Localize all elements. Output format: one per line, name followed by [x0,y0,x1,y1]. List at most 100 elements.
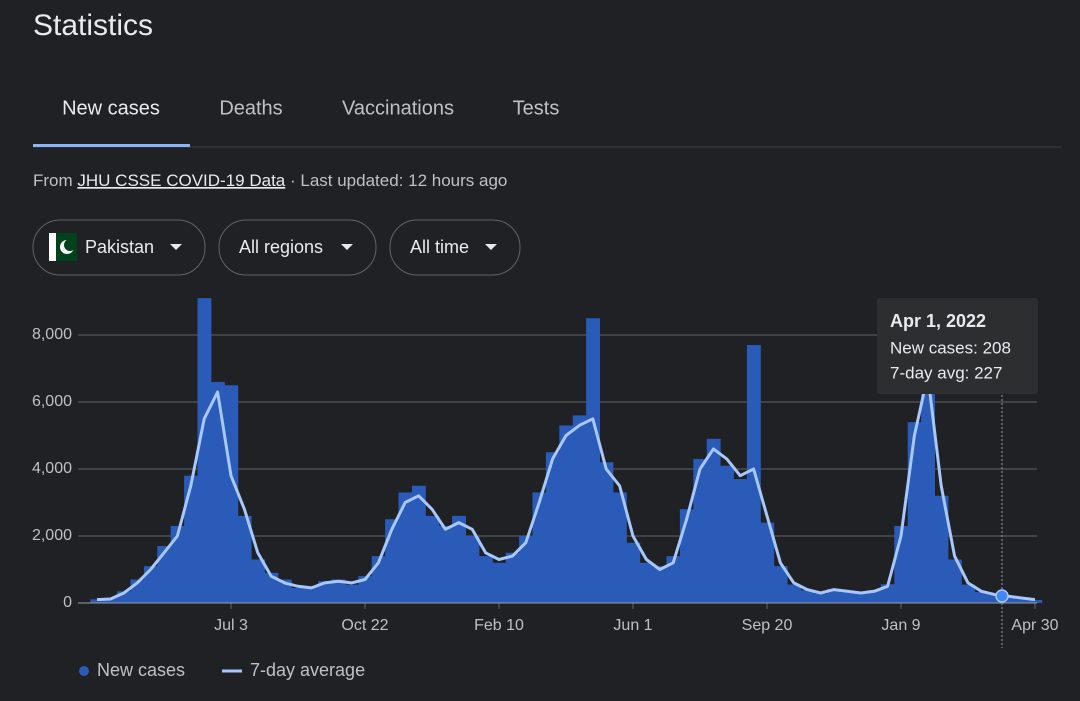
y-tick-label: 8,000 [32,326,72,343]
line [96,373,1036,602]
bar [572,415,587,603]
bar [612,492,627,603]
bar [224,385,239,603]
bar [358,576,373,603]
tab[interactable]: New cases [62,97,160,119]
bar [840,591,855,603]
bar [398,492,413,603]
bar [974,591,989,603]
bar [666,556,681,603]
filters: Pakistan All regions All time [32,219,521,276]
bar [210,381,225,603]
tab[interactable]: Deaths [219,97,282,119]
bar [827,588,842,603]
source-suffix: · Last updated: 12 hours ago [290,171,507,190]
bar [532,492,547,603]
x-tick-label: Sep 20 [742,617,793,634]
filter-label: All time [410,237,469,257]
y-tick-label: 4,000 [32,460,72,477]
bar [813,593,828,603]
legend: New cases 7-day average [79,660,365,680]
source-prefix: From [33,171,73,190]
tooltip-title: Apr 1, 2022 [890,311,986,331]
legend-swatch [79,666,89,676]
bar [760,522,775,603]
x-tick-label: Jun 1 [613,617,652,634]
tooltip-box [877,298,1038,394]
bar [1001,596,1016,603]
bar [505,552,520,603]
bar [800,590,815,603]
bar [519,536,533,603]
bar [639,562,654,603]
tooltip-line: 7-day avg: 227 [890,363,1002,382]
dropdown-arrow [485,244,497,250]
tabs: New cases Deaths Vaccinations Tests [33,97,1062,148]
legend-label: 7-day average [250,660,365,680]
bar [693,458,708,603]
y-tick-label: 6,000 [32,393,72,410]
bar [733,479,748,603]
x-tick-label: Feb 10 [474,617,524,634]
page-title: Statistics [33,9,153,42]
bar [425,515,440,603]
filter-label: Pakistan [85,237,154,257]
filter-chip[interactable] [32,219,206,276]
bar [921,368,935,603]
bar [117,591,131,603]
bar [251,559,265,603]
bar [653,566,667,603]
bar [988,594,1002,603]
bar [197,298,212,603]
bar [867,590,882,603]
bar [452,515,466,603]
chart: 0 2,000 4,000 6,000 8,000 Jul 3 Oct 22 Feb 10 Ju… [32,298,1059,634]
bar [103,597,118,603]
bar [291,587,306,603]
x-tick-label: Apr 30 [1011,617,1058,634]
bar [545,452,560,603]
bar [411,485,426,603]
bar [478,556,493,603]
bar [720,465,734,603]
bar [947,559,962,603]
bar [184,475,198,603]
bar [934,495,949,603]
bar [344,584,359,603]
flag-crescent-cut [64,239,76,251]
filter-chip[interactable] [218,219,377,276]
tooltip-line: New cases: 208 [890,338,1011,357]
bar [626,542,641,603]
tooltip: Apr 1, 2022 New cases: 208 7-day avg: 22… [877,298,1038,648]
source-link[interactable]: JHU CSSE COVID-19 Data [77,171,285,190]
bar [465,536,480,603]
bar [331,579,346,603]
bar [304,586,319,603]
bar [773,566,788,603]
bar [170,525,185,603]
tab[interactable]: Tests [513,97,560,119]
bar [907,422,922,603]
y-tick-label: 0 [63,594,72,611]
dropdown-arrow [170,244,182,250]
hover-point [995,589,1009,603]
filter-label: All regions [239,237,323,257]
bar [318,581,332,603]
bar [961,584,976,603]
x-tick-label: Jul 3 [214,617,248,634]
bar [277,579,292,603]
bar [1028,599,1043,603]
bar [438,525,453,603]
bar [787,584,801,603]
bar [143,566,158,603]
x-tick-label: Oct 22 [341,617,388,634]
tab[interactable]: Vaccinations [342,97,454,119]
bar [492,562,507,603]
bar [237,515,252,603]
filter-chip[interactable] [389,219,521,276]
legend-label: New cases [97,660,185,680]
active-tab-indicator [33,144,190,147]
bar [559,425,574,603]
bar [157,546,172,603]
bar [854,593,868,603]
